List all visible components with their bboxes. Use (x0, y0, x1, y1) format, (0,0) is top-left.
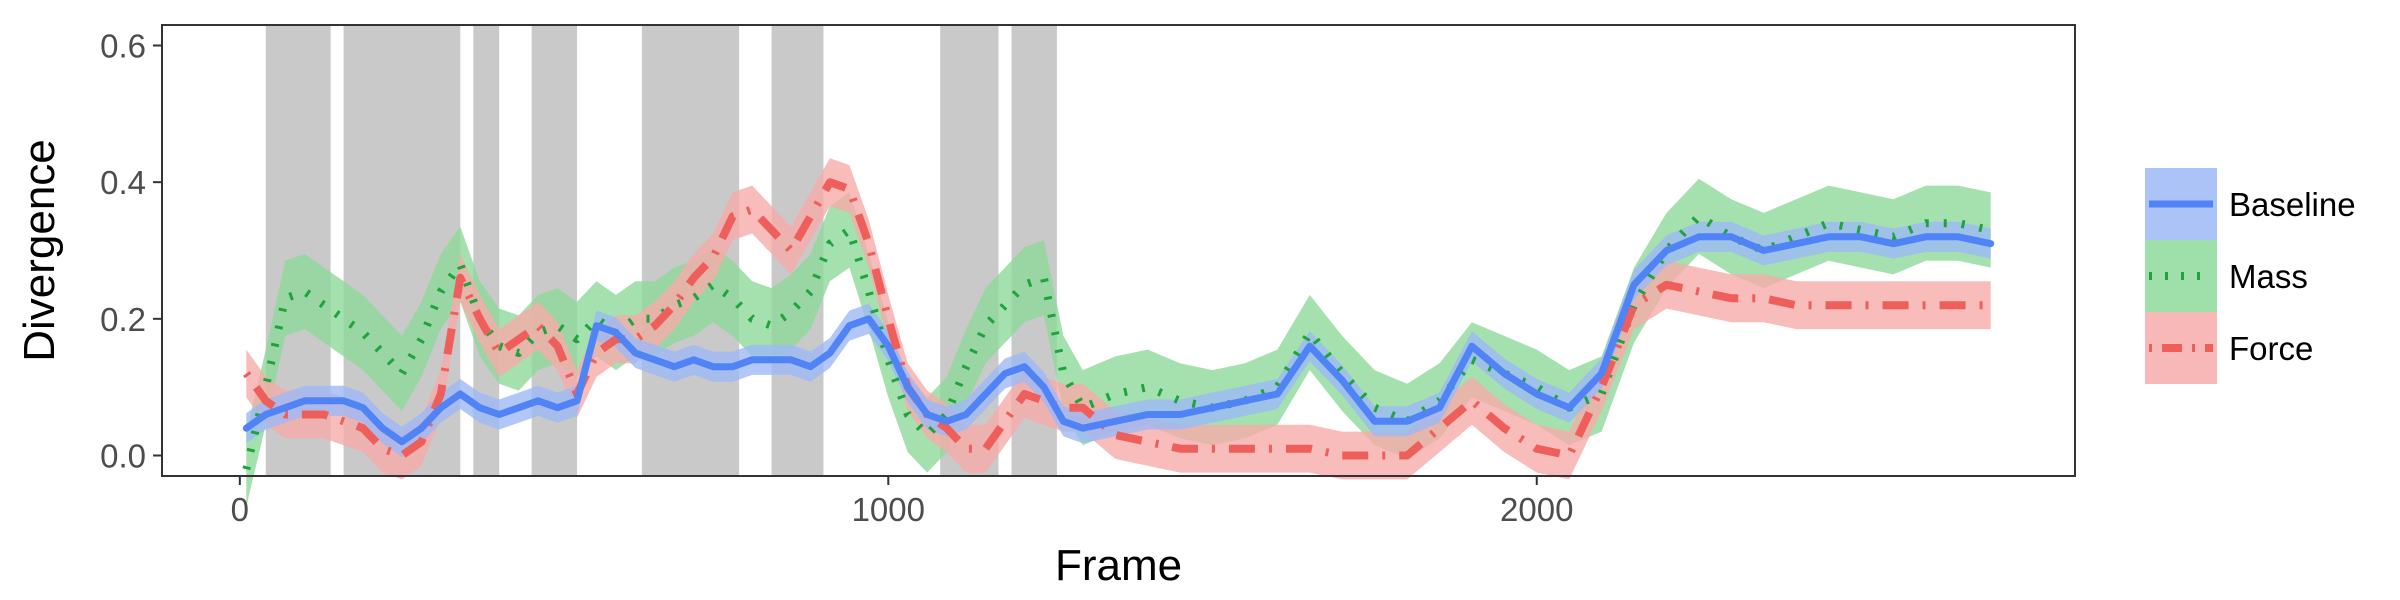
legend-label-mass: Mass (2229, 258, 2308, 295)
y-axis-ticks: 0.0 0.2 0.4 0.6 (100, 28, 162, 475)
y-tick-label: 0.2 (100, 301, 146, 338)
legend-label-force: Force (2229, 330, 2313, 367)
mass-band (246, 178, 1991, 507)
x-axis-ticks: 0 1000 2000 (231, 476, 1573, 528)
force-line (243, 178, 1991, 460)
legend-label-baseline: Baseline (2229, 186, 2356, 223)
y-tick-label: 0.6 (100, 28, 146, 65)
plot-panel-border (161, 24, 2076, 477)
legend: Baseline Mass Force (2145, 168, 2356, 384)
baseline-line (242, 233, 1995, 446)
confidence-bands (246, 158, 1991, 507)
x-tick-label: 0 (231, 491, 249, 528)
x-axis-title: Frame (1055, 541, 1182, 590)
x-tick-label: 2000 (1500, 491, 1573, 528)
y-tick-label: 0.4 (100, 164, 146, 201)
y-axis-title: Divergence (15, 139, 64, 362)
y-tick-label: 0.0 (100, 438, 146, 475)
series-lines (242, 178, 1995, 471)
x-tick-label: 1000 (852, 491, 925, 528)
